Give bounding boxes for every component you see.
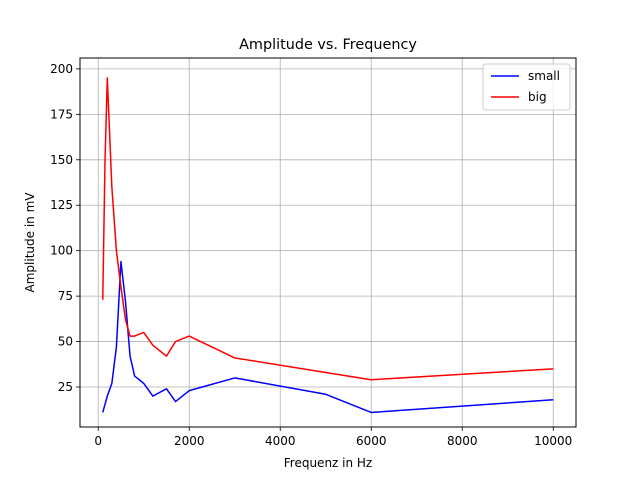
series-line-big <box>102 77 554 381</box>
x-tick-label: 10000 <box>534 434 572 448</box>
x-tick-label: 4000 <box>265 434 296 448</box>
series-layer <box>102 77 554 414</box>
y-tick-label: 25 <box>58 380 73 394</box>
tick-layer: 0 2000 4000 6000 8000 10000 25 50 75 100 125 150 175… <box>50 62 572 448</box>
y-axis-label: Amplitude in mV <box>23 192 37 293</box>
grid-layer <box>80 58 576 427</box>
chart-title: Amplitude vs. Frequency <box>239 37 417 53</box>
x-tick-label: 0 <box>94 434 102 448</box>
y-tick-label: 75 <box>58 289 73 303</box>
legend: small big <box>482 63 571 111</box>
x-tick-label: 2000 <box>174 434 205 448</box>
y-tick-label: 125 <box>50 198 73 212</box>
legend-label-small: small <box>528 69 560 83</box>
y-tick-label: 100 <box>50 244 73 258</box>
plot-frame <box>79 57 577 428</box>
x-axis-label: Frequenz in Hz <box>284 456 372 470</box>
y-tick-label: 175 <box>50 107 73 121</box>
legend-label-big: big <box>528 90 547 104</box>
y-tick-label: 50 <box>58 335 73 349</box>
y-tick-label: 150 <box>50 153 73 167</box>
series-line-small <box>102 260 554 414</box>
x-tick-label: 6000 <box>356 434 387 448</box>
y-tick-label: 200 <box>50 62 73 76</box>
x-tick-label: 8000 <box>447 434 478 448</box>
